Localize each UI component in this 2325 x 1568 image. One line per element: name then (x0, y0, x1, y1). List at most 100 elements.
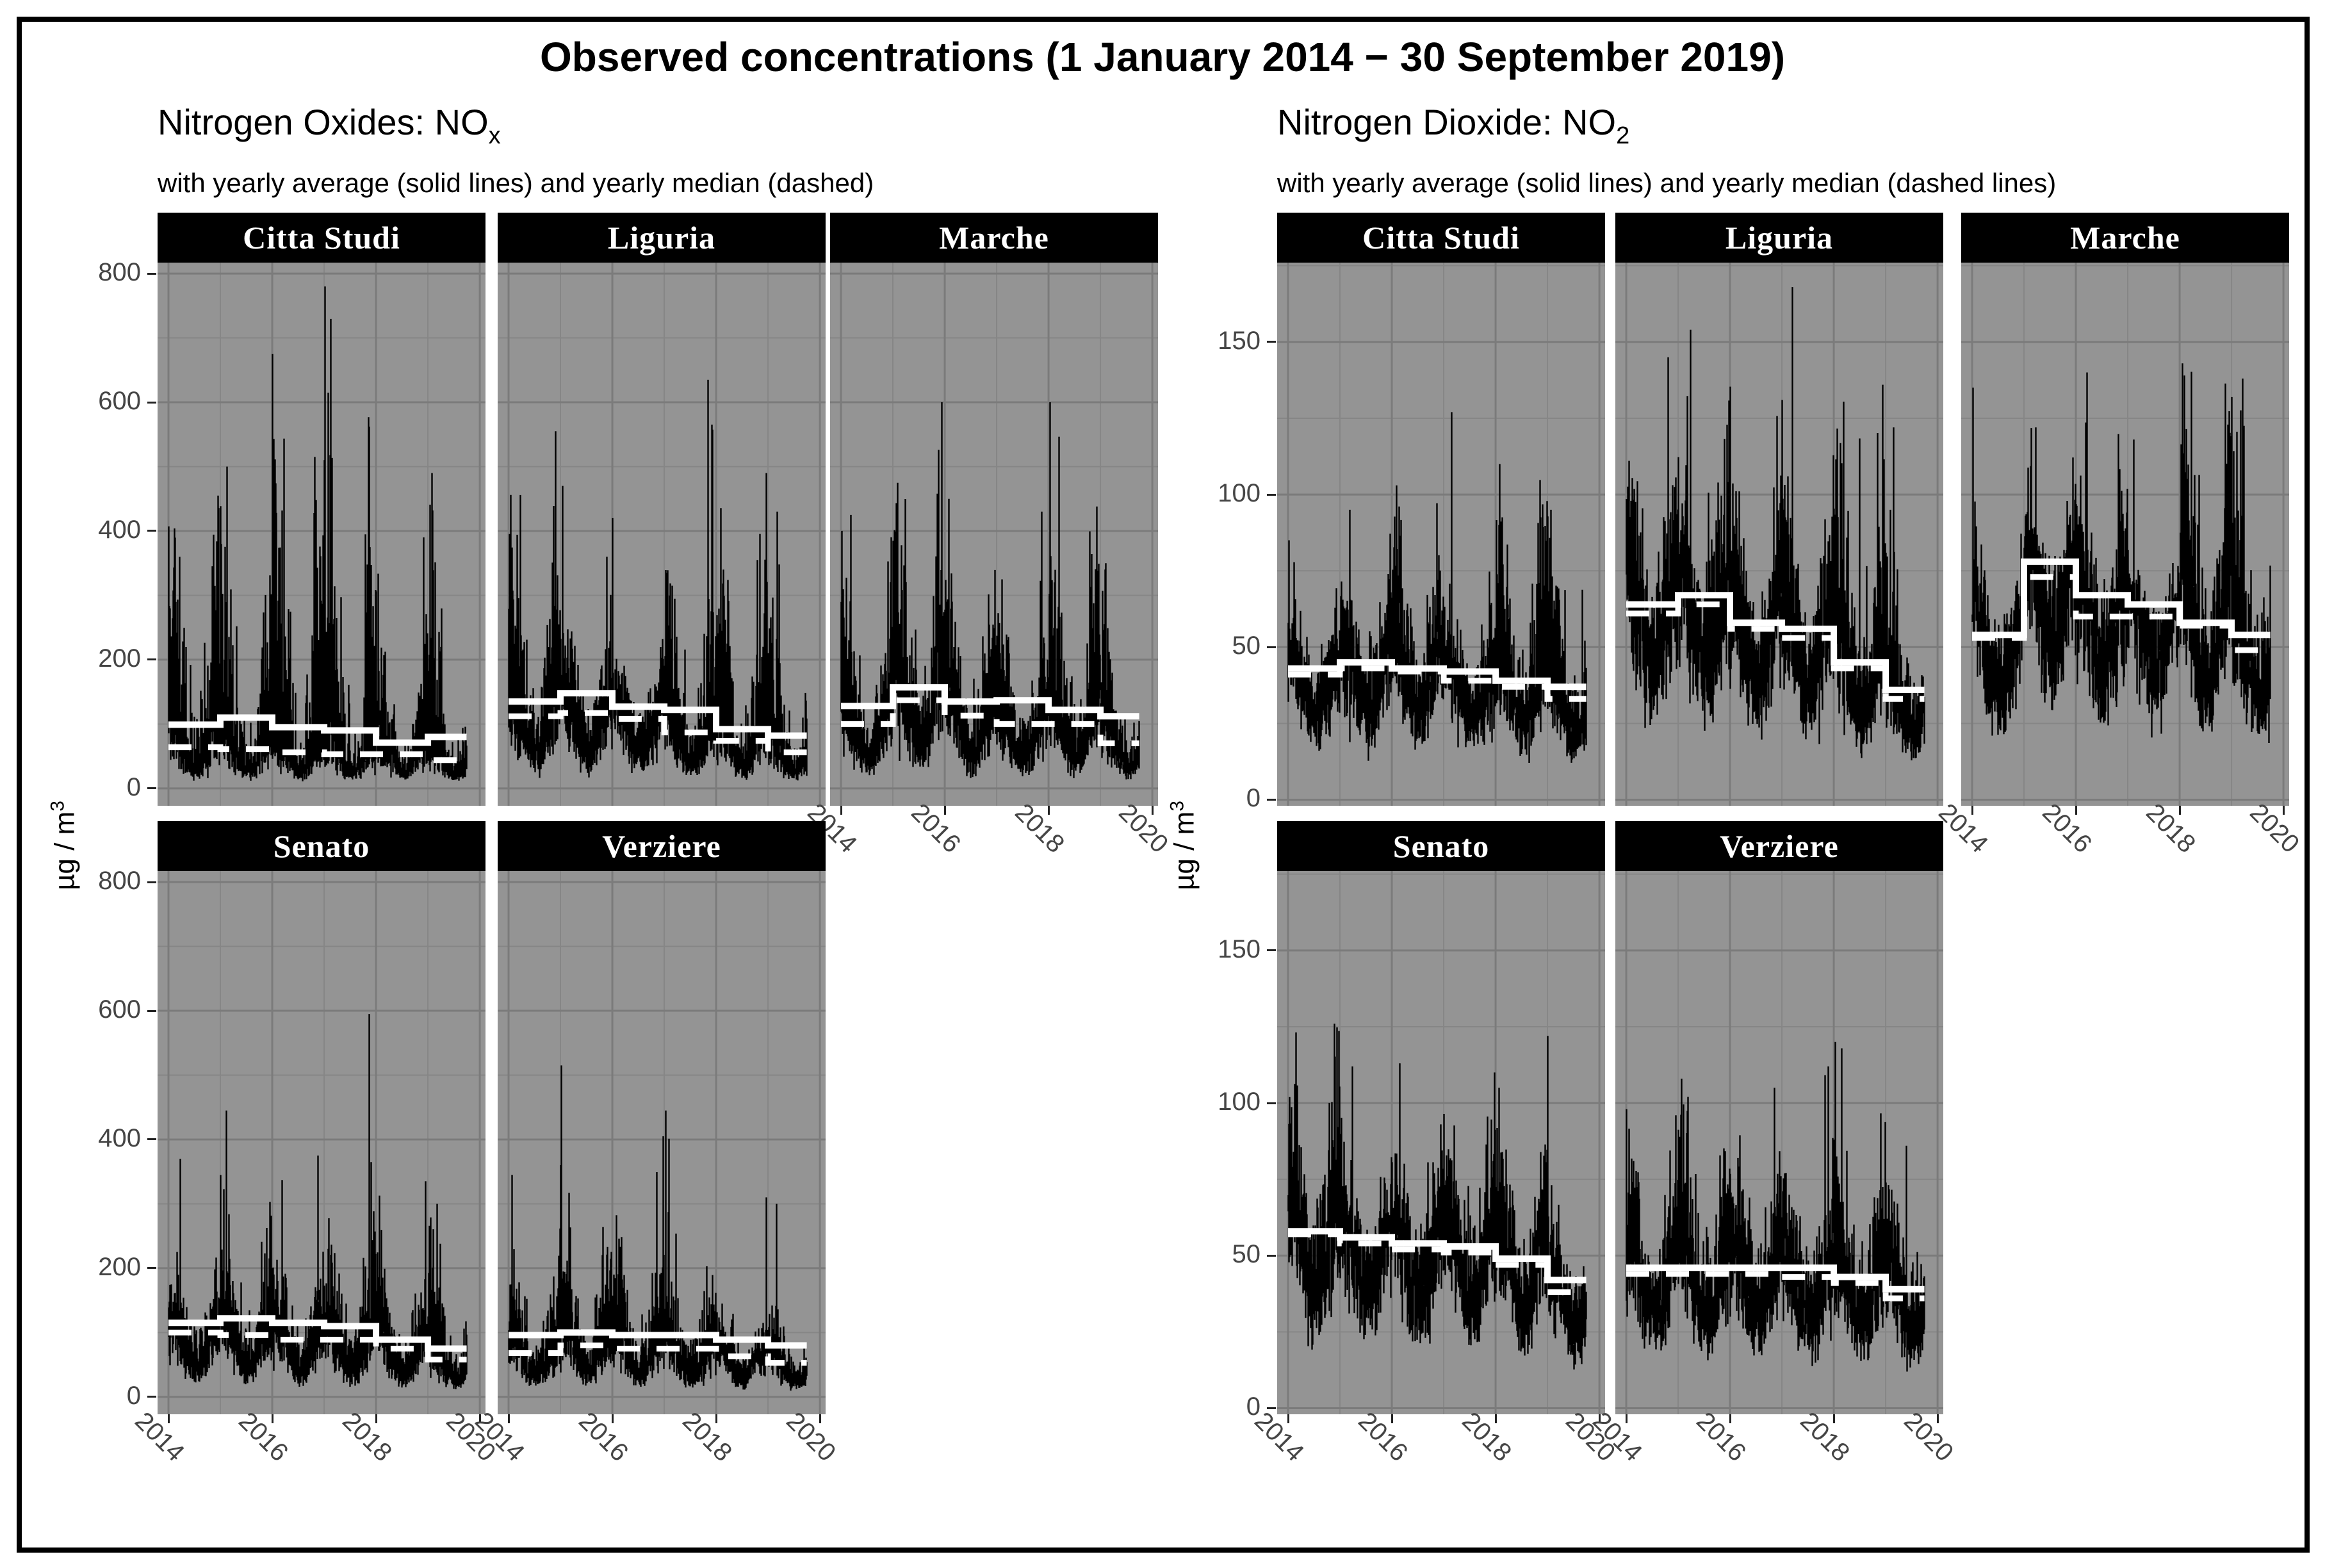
group-header-no2-subscript: 2 (1616, 122, 1630, 149)
x-tick-mark (715, 1414, 717, 1423)
x-tick-mark (1391, 1414, 1393, 1423)
panel-no2-marche (1961, 263, 2289, 806)
group-subtitle-nox: with yearly average (solid lines) and ye… (158, 168, 874, 198)
yearly-average-line (1626, 1264, 1925, 1293)
yearly-average-line (509, 1329, 807, 1349)
facet-strip-marche: Marche (1961, 213, 2289, 263)
y-tick-mark (1267, 798, 1276, 801)
facet-strip-citta-studi: Citta Studi (158, 213, 485, 263)
y-tick-mark (1267, 1407, 1276, 1409)
panel-no2-liguria (1615, 263, 1943, 806)
panel-no2-citta-studi (1277, 263, 1605, 806)
x-tick-mark (1971, 806, 1973, 815)
y-tick-label: 50 (1232, 1240, 1261, 1269)
y-tick-label: 0 (126, 772, 141, 801)
facet-strip-label: Senato (1392, 828, 1490, 864)
yearly-median-line (1288, 666, 1587, 702)
y-tick-mark (147, 1138, 156, 1141)
yearly-average-line (841, 684, 1139, 720)
y-tick-mark (147, 881, 156, 883)
y-tick-mark (1267, 646, 1276, 648)
y-tick-mark (1267, 1254, 1276, 1257)
facet-strip-verziere: Verziere (1615, 821, 1943, 871)
y-tick-mark (147, 1267, 156, 1270)
facet-strip-label: Liguria (1725, 220, 1834, 256)
facet-strip-label: Marche (2070, 220, 2180, 256)
facet-strip-senato: Senato (158, 821, 485, 871)
facet-strip-label: Citta Studi (1362, 220, 1520, 256)
y-tick-label: 0 (1246, 1392, 1260, 1421)
x-tick-mark (1625, 1414, 1628, 1423)
x-tick-mark (1729, 1414, 1731, 1423)
panel-no2-verziere (1615, 871, 1943, 1414)
y-tick-mark (147, 1009, 156, 1012)
y-tick-mark (147, 658, 156, 661)
daily-series (1287, 1024, 1587, 1370)
y-tick-mark (1267, 341, 1276, 343)
x-tick-mark (478, 1414, 481, 1423)
facet-strip-citta-studi: Citta Studi (1277, 213, 1605, 263)
facet-strip-label: Verziere (1720, 828, 1839, 864)
x-tick-mark (611, 1414, 614, 1423)
facet-strip-label: Liguria (607, 220, 716, 256)
y-tick-label: 150 (1218, 326, 1260, 355)
figure-border (17, 17, 2310, 1553)
panel-nox-senato (158, 871, 485, 1414)
yearly-median-line (509, 710, 807, 756)
y-tick-label: 400 (98, 1123, 141, 1152)
panel-nox-liguria (498, 263, 826, 806)
panel-nox-marche (830, 263, 1158, 806)
y-tick-label: 150 (1218, 935, 1260, 963)
yearly-average-line (168, 714, 467, 746)
x-tick-mark (840, 806, 842, 815)
facet-strip-senato: Senato (1277, 821, 1605, 871)
x-tick-mark (1151, 806, 1154, 815)
y-tick-label: 100 (1218, 1088, 1260, 1116)
x-tick-mark (375, 1414, 377, 1423)
facet-strip-marche: Marche (830, 213, 1158, 263)
group-header-nox-text: Nitrogen Oxides: NO (158, 102, 489, 142)
x-tick-mark (1936, 1414, 1939, 1423)
y-tick-label: 600 (98, 387, 141, 416)
y-tick-label: 0 (1246, 784, 1260, 813)
x-tick-mark (1047, 806, 1050, 815)
y-tick-label: 800 (98, 258, 141, 287)
facet-strip-label: Verziere (602, 828, 721, 864)
facet-strip-liguria: Liguria (498, 213, 826, 263)
daily-series (168, 286, 468, 781)
facet-strip-label: Senato (273, 828, 370, 864)
y-tick-label: 400 (98, 515, 141, 544)
group-subtitle-no2: with yearly average (solid lines) and ye… (1277, 168, 2057, 198)
x-tick-mark (819, 1414, 821, 1423)
facet-strip-liguria: Liguria (1615, 213, 1943, 263)
daily-series (1287, 412, 1587, 763)
y-tick-label: 100 (1218, 479, 1260, 508)
panel-nox-citta-studi (158, 263, 485, 806)
x-tick-mark (943, 806, 946, 815)
panel-nox-verziere (498, 871, 826, 1414)
x-tick-mark (1832, 1414, 1835, 1423)
yearly-median-line (1288, 1231, 1587, 1295)
y-axis-label-no2: µg / m3 (1167, 801, 1201, 890)
facet-strip-label: Marche (939, 220, 1049, 256)
yearly-average-line (168, 1315, 467, 1352)
x-tick-mark (1598, 1414, 1601, 1423)
y-axis-label-nox-sup: 3 (47, 801, 69, 812)
y-tick-label: 0 (126, 1381, 141, 1410)
facet-strip-verziere: Verziere (498, 821, 826, 871)
yearly-median-line (168, 744, 467, 764)
yearly-median-line (168, 1329, 467, 1363)
group-header-no2: Nitrogen Dioxide: NO2 (1277, 101, 1629, 150)
x-tick-mark (2075, 806, 2077, 815)
y-tick-mark (1267, 493, 1276, 496)
y-tick-mark (147, 1396, 156, 1398)
chart-title: Observed concentrations (1 January 2014 … (539, 34, 1786, 80)
group-header-no2-text: Nitrogen Dioxide: NO (1277, 102, 1617, 142)
y-tick-label: 800 (98, 867, 141, 895)
x-tick-mark (1494, 1414, 1497, 1423)
panel-background (1615, 871, 1943, 1414)
x-tick-mark (2178, 806, 2181, 815)
x-tick-mark (507, 1414, 510, 1423)
yearly-median-line (1972, 574, 2271, 653)
